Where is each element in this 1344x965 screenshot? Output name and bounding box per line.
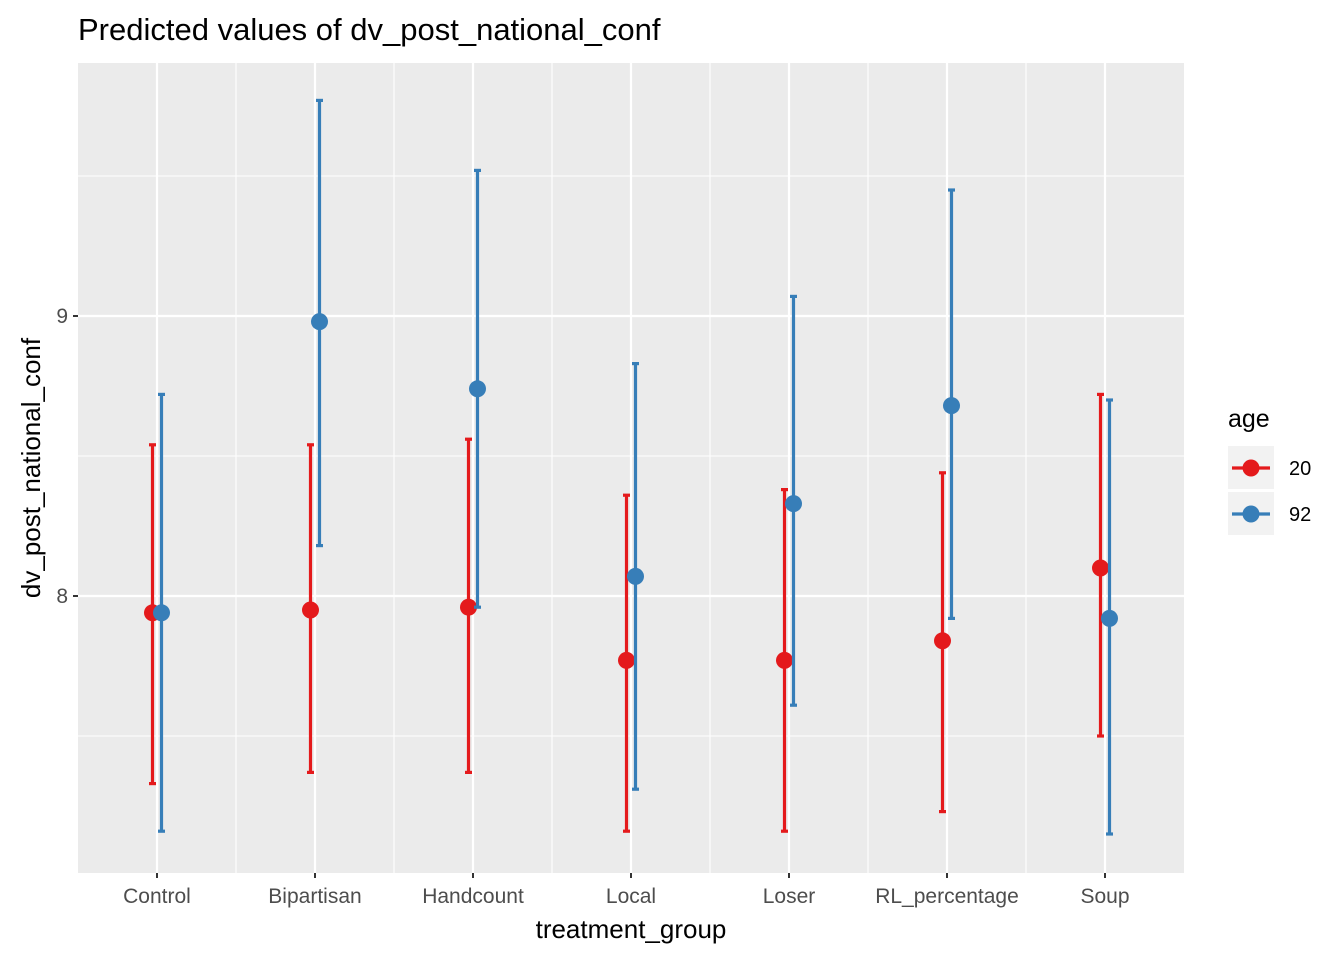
point-92-4 — [785, 495, 802, 513]
y-tick-label-0: 8 — [56, 585, 68, 608]
legend-title: age — [1228, 405, 1270, 433]
point-20-3 — [618, 651, 635, 669]
x-tick-label-6: Soup — [1080, 885, 1129, 908]
point-20-2 — [460, 598, 477, 616]
point-92-2 — [469, 380, 486, 398]
legend-label-92: 92 — [1289, 504, 1311, 526]
x-tick-label-5: RL_percentage — [875, 885, 1019, 908]
chart-title: Predicted values of dv_post_national_con… — [78, 12, 661, 47]
point-20-4 — [776, 651, 793, 669]
x-tick-label-1: Bipartisan — [268, 885, 361, 908]
series-layer — [144, 98, 1118, 836]
y-axis-title: dv_post_national_conf — [16, 337, 46, 598]
y-tick-label-1: 9 — [56, 305, 68, 328]
point-20-6 — [1092, 559, 1109, 577]
point-20-1 — [302, 601, 319, 619]
grid-major — [78, 63, 1184, 873]
point-92-1 — [311, 313, 328, 331]
point-92-6 — [1101, 609, 1118, 627]
x-axis: Control Bipartisan Handcount Local Loser RL_p… — [123, 873, 1130, 908]
legend-key-point-92 — [1242, 505, 1260, 523]
point-20-5 — [934, 632, 951, 650]
point-92-0 — [153, 604, 170, 622]
point-92-5 — [943, 397, 960, 415]
point-92-3 — [627, 567, 644, 585]
x-tick-label-0: Control — [123, 885, 191, 908]
legend: age 20 92 — [1228, 405, 1311, 535]
x-axis-title: treatment_group — [536, 914, 727, 944]
x-tick-label-4: Loser — [763, 885, 816, 908]
legend-key-point-20 — [1242, 459, 1260, 477]
x-tick-label-2: Handcount — [422, 885, 524, 908]
x-tick-label-3: Local — [606, 885, 656, 908]
legend-label-20: 20 — [1289, 458, 1311, 480]
y-axis: 89 — [56, 305, 78, 608]
